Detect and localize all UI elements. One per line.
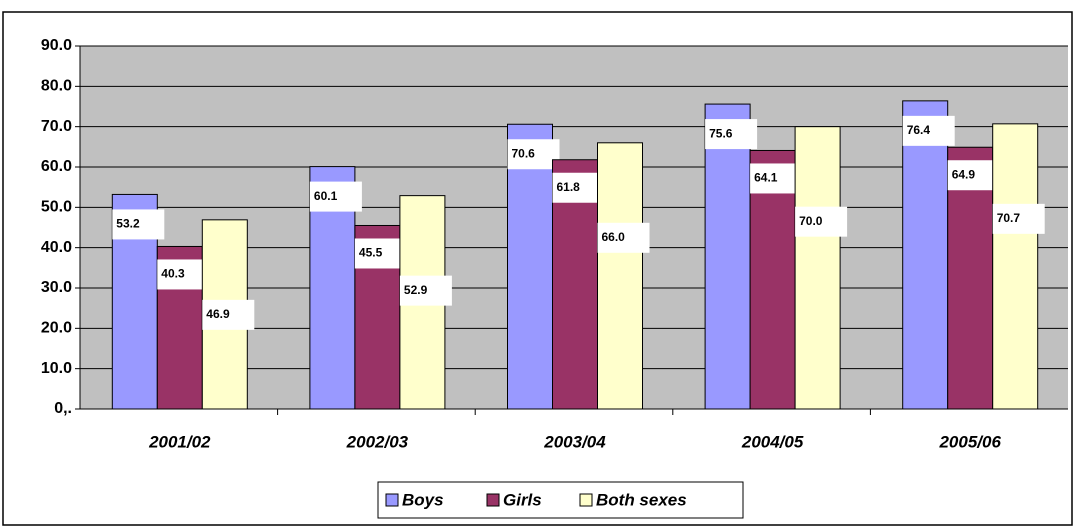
x-tick-label: 2005/06 <box>938 432 1001 451</box>
value-label: 70.7 <box>997 211 1021 225</box>
legend-swatch <box>385 493 399 507</box>
y-tick-label: 70.0 <box>41 118 72 135</box>
value-label: 45.5 <box>359 246 383 260</box>
bar <box>794 126 841 410</box>
legend-box <box>377 481 744 519</box>
bar <box>902 100 949 410</box>
value-label: 64.9 <box>952 167 976 181</box>
x-tick-label: 2001/02 <box>148 432 211 451</box>
value-label-box <box>112 209 165 240</box>
x-tick-label: 2004/05 <box>741 432 804 451</box>
y-tick-label: 30.0 <box>41 279 72 296</box>
bar <box>507 123 553 410</box>
y-tick-label: 20.0 <box>41 320 72 337</box>
value-label-box <box>354 238 407 269</box>
value-label: 66.0 <box>602 230 626 244</box>
y-tick-label: 10.0 <box>41 360 72 377</box>
x-tick-label: 2002/03 <box>346 432 409 451</box>
value-label-box <box>992 203 1045 234</box>
legend-label: Girls <box>503 490 542 509</box>
value-label-box <box>202 299 255 330</box>
legend-swatch <box>579 493 593 507</box>
value-label: 60.1 <box>314 189 338 203</box>
legend-label: Both sexes <box>596 490 687 509</box>
legend-swatch <box>486 493 500 507</box>
value-label: 40.3 <box>161 267 185 281</box>
value-label-box <box>309 181 362 212</box>
y-tick-label: 60.0 <box>41 158 72 175</box>
legend-label: Boys <box>402 490 444 509</box>
y-tick-label: 80.0 <box>41 78 72 95</box>
value-label-box <box>705 119 758 150</box>
x-tick-label: 2003/04 <box>543 432 606 451</box>
value-label-box <box>157 259 210 290</box>
value-label: 70.0 <box>799 214 823 228</box>
value-label: 70.6 <box>512 146 536 160</box>
value-label-box <box>902 115 955 146</box>
y-tick-label: 50.0 <box>41 199 72 216</box>
value-label: 64.1 <box>754 171 778 185</box>
value-label: 46.9 <box>206 307 230 321</box>
value-label-box <box>507 139 560 170</box>
value-label: 75.6 <box>709 126 733 140</box>
value-label-box <box>795 206 848 237</box>
value-label: 53.2 <box>116 217 140 231</box>
y-tick-label: 40.0 <box>41 239 72 256</box>
value-label-box <box>597 222 650 253</box>
bar <box>992 123 1039 410</box>
bar <box>597 142 643 410</box>
value-label: 52.9 <box>404 283 428 297</box>
value-label-box <box>552 172 605 203</box>
y-tick-label: 90.0 <box>41 37 72 54</box>
value-label: 76.4 <box>907 123 931 137</box>
bar <box>704 103 751 410</box>
value-label-box <box>750 163 803 194</box>
bar <box>947 146 994 410</box>
value-label: 61.8 <box>557 180 581 194</box>
value-label-box <box>399 275 452 306</box>
y-tick-label: 0,. <box>54 400 72 417</box>
value-label-box <box>947 160 1000 191</box>
